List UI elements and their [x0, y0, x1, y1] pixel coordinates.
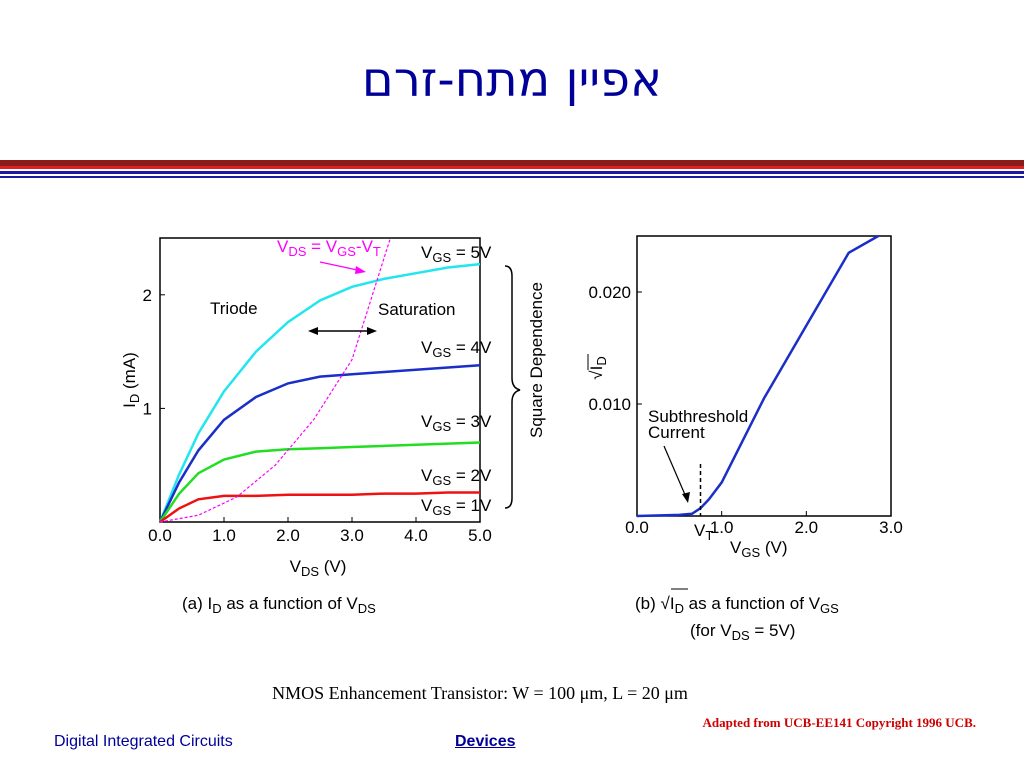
annotation-saturation: Saturation — [378, 300, 456, 319]
x-tick-label: 0.0 — [148, 526, 172, 545]
title-rule-blue — [0, 171, 1024, 174]
y-tick-label: 1 — [143, 399, 152, 418]
boundary-label: VDS = VGS-VT — [277, 237, 381, 259]
series-line-vgs-4v — [158, 363, 481, 523]
y-axis-label-a: ID (mA) — [120, 352, 142, 408]
gate-label-2v: VGS = 2V — [421, 466, 492, 488]
gate-label-1v: VGS = 1V — [421, 496, 492, 518]
x-tick-label: 1.0 — [212, 526, 236, 545]
title-rule-red — [0, 166, 1024, 169]
square-dependence-brace — [504, 265, 521, 509]
x-ticks-a: 0.0 1.0 2.0 3.0 4.0 5.0 — [148, 517, 492, 545]
saturation-boundary-line — [159, 237, 391, 523]
annotation-triode: Triode — [210, 299, 258, 318]
series-line-vgs-3v — [158, 441, 481, 523]
footer-course-title: Digital Integrated Circuits — [54, 733, 233, 750]
slide-title: אפיין מתח-זרם — [361, 52, 663, 108]
x-tick-label: 5.0 — [468, 526, 492, 545]
series-line-vgs-2v — [159, 491, 480, 524]
gate-label-4v: VGS = 4V — [421, 338, 492, 360]
gate-label-5v: VGS = 5V — [421, 243, 492, 265]
square-dependence-label: Square Dependence — [527, 282, 546, 438]
footer-section-link[interactable]: Devices — [455, 733, 516, 750]
double-arrow — [308, 327, 377, 335]
plot-frame-a — [159, 237, 481, 523]
boundary-pointer-arrow — [319, 261, 366, 274]
title-rule-blue-thin — [0, 176, 1024, 178]
caption-a: (a) ID as a function of VDS — [182, 594, 376, 616]
title-rule-dark-red — [0, 160, 1024, 166]
x-axis-label-a: VDS (V) — [290, 557, 347, 579]
series-a — [158, 262, 481, 524]
y-tick-label: 2 — [143, 286, 152, 305]
x-tick-label: 4.0 — [404, 526, 428, 545]
transistor-caption: NMOS Enhancement Transistor: W = 100 μm,… — [272, 683, 688, 703]
series-line-vgs-5v — [158, 262, 481, 523]
copyright-credit: Adapted from UCB-EE141 Copyright 1996 UC… — [702, 715, 977, 730]
gate-label-3v: VGS = 3V — [421, 412, 492, 434]
x-tick-label: 3.0 — [340, 526, 364, 545]
y-ticks-a: 12 — [143, 286, 165, 418]
x-tick-label: 2.0 — [276, 526, 300, 545]
